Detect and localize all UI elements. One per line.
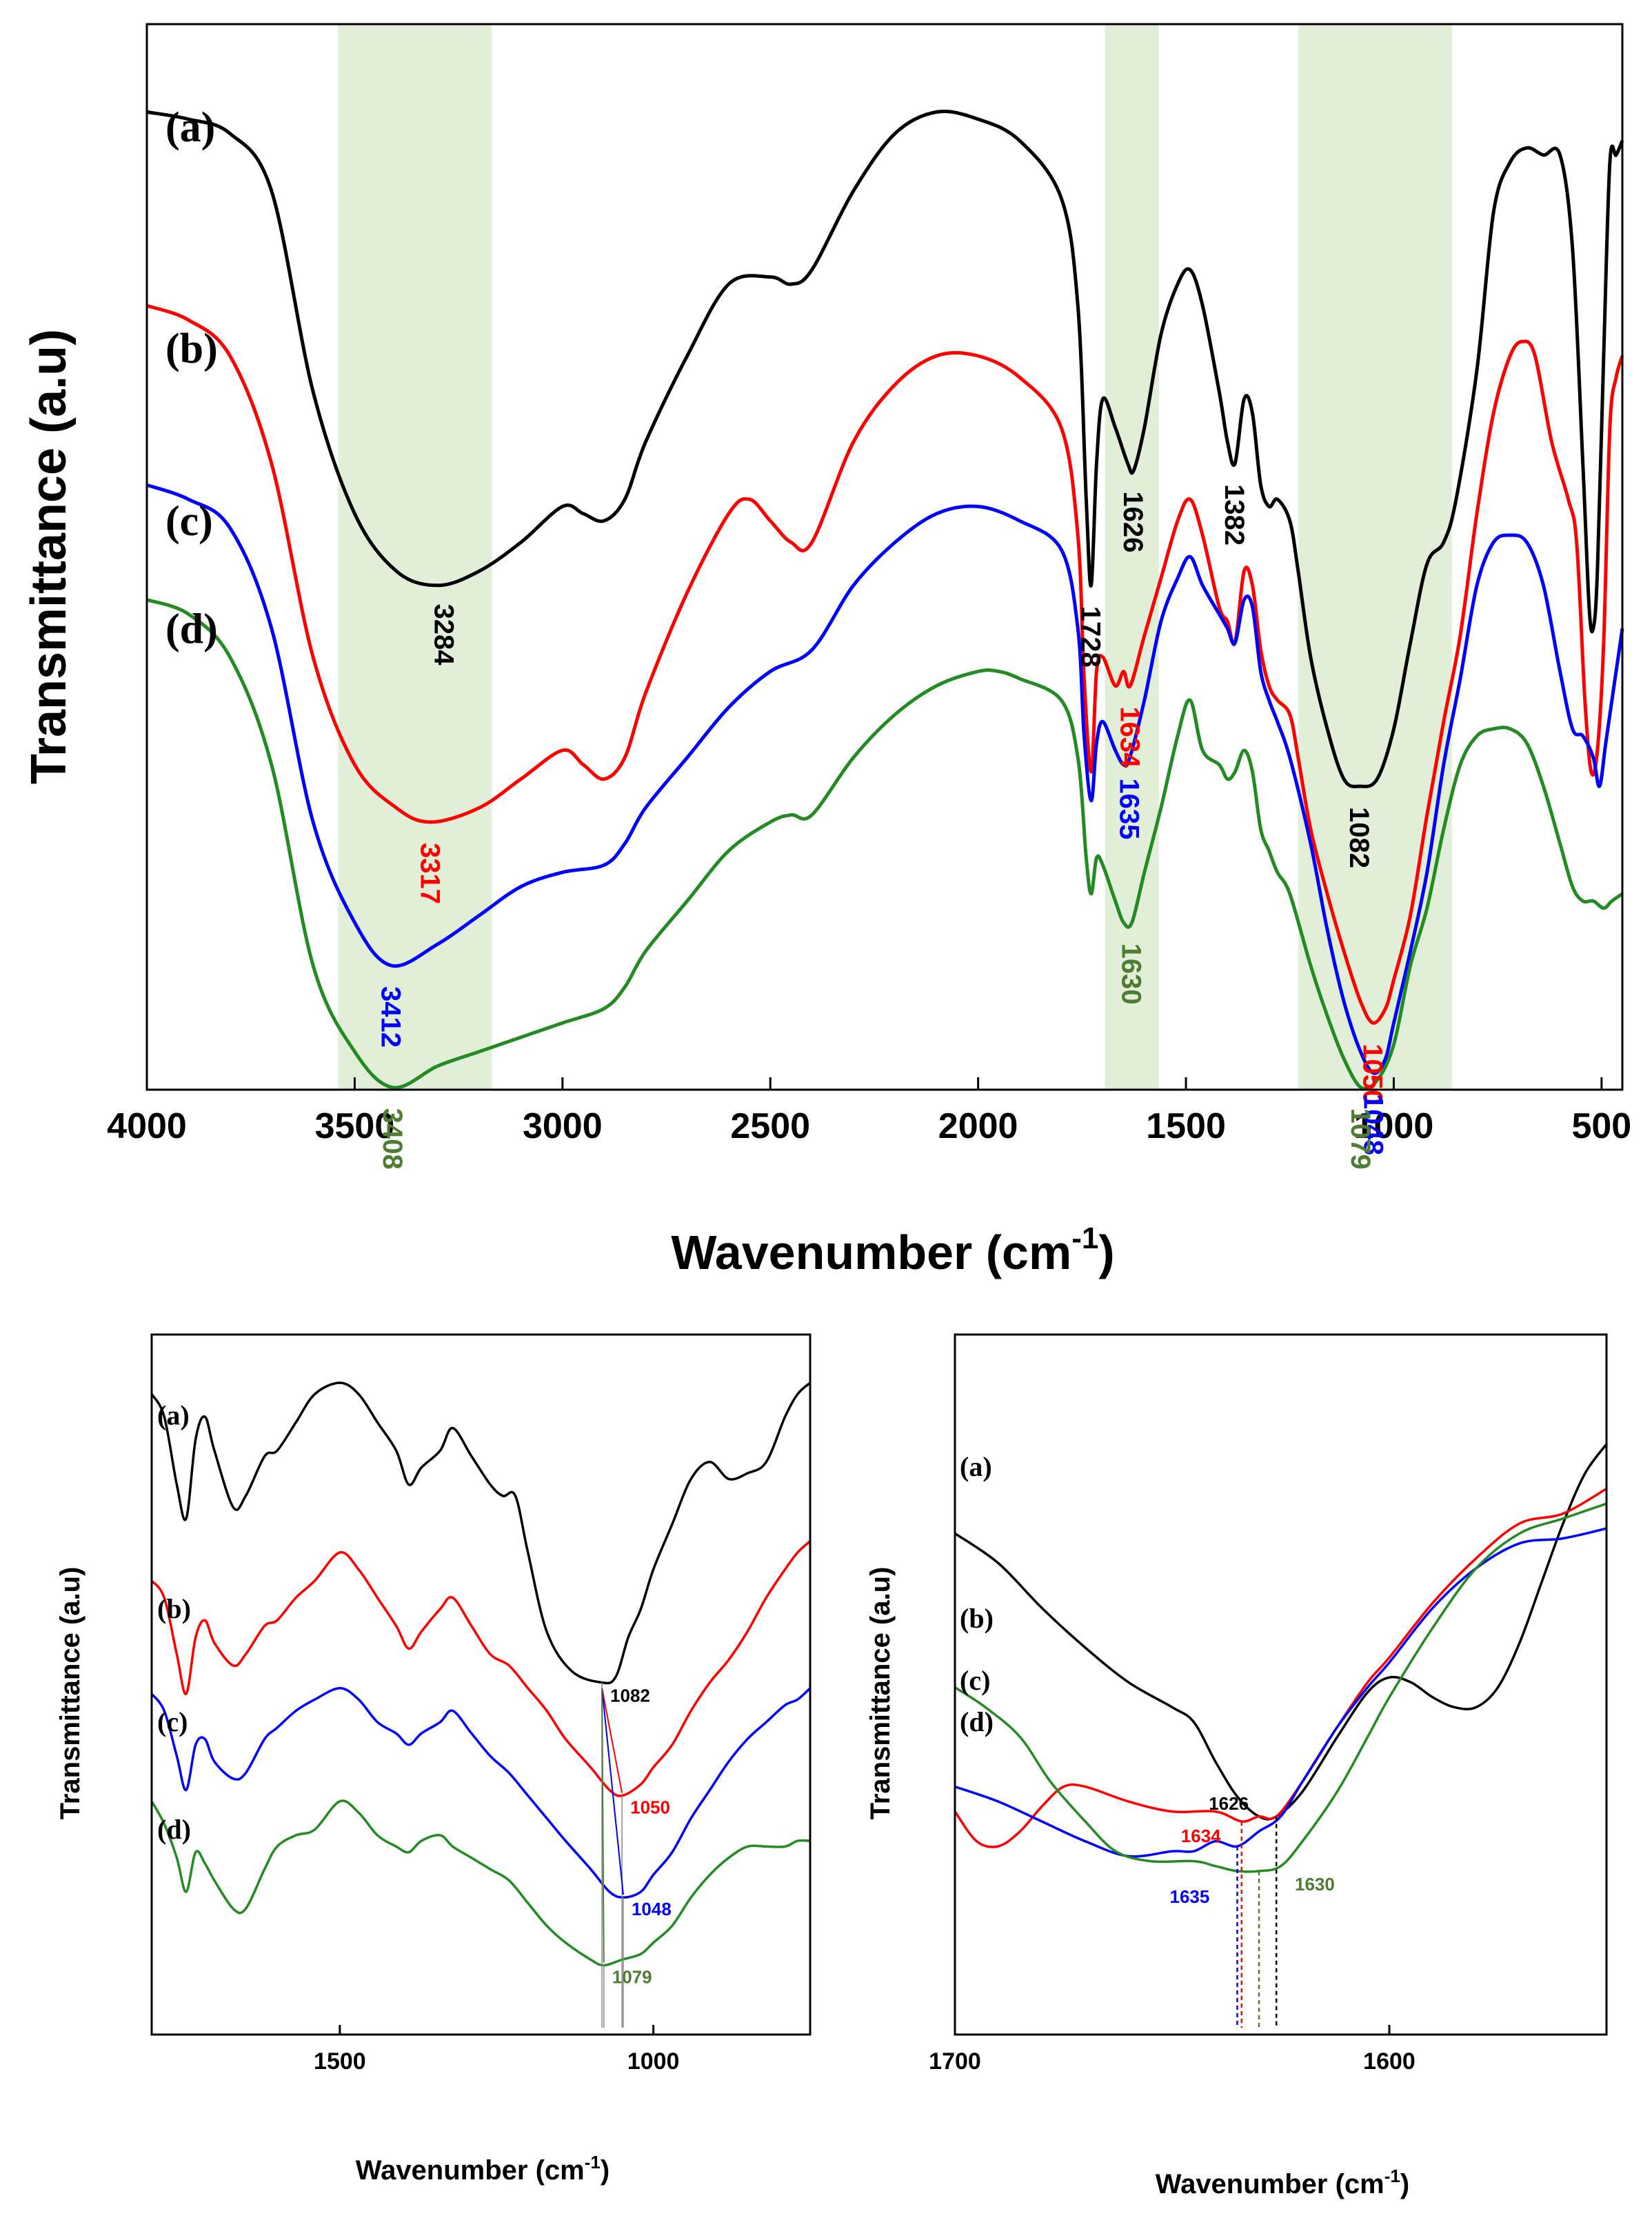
- x-tick-label-1700: 1700: [929, 2048, 981, 2075]
- peak-label-1048: 1048: [632, 1899, 672, 1919]
- series-line-d: [150, 1799, 811, 1967]
- zoom-right-x-axis-label: Wavenumber (cm-1): [1156, 2166, 1409, 2199]
- series-label-b: (b): [960, 1603, 994, 1634]
- shift-arrow-1048: [601, 1688, 624, 1895]
- shift-arrow-1050: [601, 1688, 623, 1793]
- series-line-d: [146, 598, 1624, 1091]
- peak-label-1728: 1728: [1076, 606, 1106, 668]
- zoom-right-panel: 1700 1600 (a) (b) (c) (d) 1626 1634 1635 1630 T…: [865, 1333, 1608, 2199]
- peak-label-1634: 1634: [1181, 1826, 1221, 1846]
- main-ftir-panel: 4000 3500 3000 2500 2000 1500 1000 500 (a) (b) (c…: [21, 23, 1631, 1279]
- zoom-left-panel: 1500 1000 (a) (b) (c) (d) 1082 1050 1048 1079 T…: [55, 1333, 812, 2186]
- series-label-c: (c): [960, 1665, 990, 1696]
- series-label-d: (d): [960, 1706, 994, 1737]
- main-x-axis-label: Wavenumber (cm-1): [671, 1221, 1114, 1279]
- x-tick-label-1000: 1000: [627, 2048, 680, 2075]
- main-y-axis-label: Transmittance (a.u): [21, 329, 77, 784]
- zoom-right-peak-labels: 1626 1634 1635 1630: [1170, 1793, 1335, 2028]
- peak-label-1050: 1050: [630, 1797, 670, 1818]
- x-tick-label-2000: 2000: [938, 1106, 1018, 1146]
- series-label-d: (d): [157, 1814, 191, 1845]
- zoom-left-y-axis-label: Transmittance (a.u): [55, 1567, 85, 1820]
- peak-label-3284: 3284: [429, 603, 459, 666]
- zoom-left-x-axis-label: Wavenumber (cm-1): [356, 2152, 610, 2186]
- shift-arrow-1079: [601, 1688, 605, 1963]
- zoom-right-x-ticks: 1700 1600: [929, 2025, 1416, 2075]
- zoom-right-series-labels: (a) (b) (c) (d): [960, 1451, 994, 1737]
- zoom-left-plot-frame: [150, 1333, 812, 2036]
- peak-label-1079: 1079: [612, 1967, 652, 1988]
- x-tick-label-2500: 2500: [730, 1106, 810, 1146]
- series-line-a: [954, 1443, 1608, 1821]
- series-label-a: (a): [165, 104, 215, 151]
- peak-label-1630: 1630: [1116, 943, 1147, 1005]
- main-plot-frame: [145, 23, 1624, 1091]
- series-line-c: [954, 1527, 1607, 1858]
- series-line-c: [150, 1687, 812, 1899]
- peak-label-1048: 1048: [1358, 1094, 1389, 1155]
- peak-label-1382: 1382: [1219, 484, 1249, 546]
- peak-label-1634: 1634: [1114, 706, 1145, 768]
- series-line-d: [954, 1502, 1607, 1873]
- main-highlight-bands: [338, 24, 1452, 1090]
- peak-label-3412: 3412: [375, 986, 405, 1048]
- zoom-left-series-labels: (a) (b) (c) (d): [157, 1399, 191, 1844]
- series-line-b: [954, 1488, 1607, 1848]
- main-series-labels: (a) (b) (c) (d): [165, 104, 218, 652]
- peak-label-3317: 3317: [415, 843, 445, 904]
- series-line-a: [146, 110, 1624, 788]
- series-label-c: (c): [165, 498, 213, 545]
- x-tick-label-3500: 3500: [315, 1106, 395, 1146]
- main-peak-annotations: 3284 1728 1626 1382 1082 3317 1634 1050 3412 1635…: [375, 484, 1388, 1170]
- series-label-d: (d): [165, 606, 218, 652]
- peak-label-1626: 1626: [1118, 491, 1148, 552]
- peak-label-1630: 1630: [1295, 1874, 1335, 1895]
- peak-label-1635: 1635: [1114, 778, 1145, 839]
- peak-label-1082: 1082: [1344, 807, 1374, 868]
- series-label-b: (b): [165, 326, 218, 372]
- x-tick-label-1000: 1000: [1354, 1106, 1434, 1146]
- main-series-group: [146, 110, 1624, 1091]
- series-label-c: (c): [157, 1706, 188, 1737]
- zoom-left-series-group: [150, 1381, 812, 1967]
- series-line-b: [146, 303, 1624, 1025]
- series-label-a: (a): [157, 1399, 190, 1430]
- main-x-ticks: 4000 3500 3000 2500 2000 1500 1000 500: [107, 1077, 1631, 1146]
- series-line-c: [146, 483, 1624, 1075]
- highlight-band-2: [1105, 24, 1159, 1090]
- zoom-right-y-axis-label: Transmittance (a.u): [865, 1567, 896, 1820]
- x-tick-label-1500: 1500: [1146, 1106, 1226, 1146]
- peak-label-3408: 3408: [377, 1108, 407, 1170]
- peak-label-1626: 1626: [1209, 1793, 1249, 1814]
- x-tick-label-1600: 1600: [1363, 2048, 1416, 2075]
- peak-label-1635: 1635: [1170, 1886, 1210, 1907]
- series-line-b: [150, 1540, 812, 1797]
- zoom-left-x-ticks: 1500 1000: [314, 2025, 679, 2075]
- highlight-band-1: [338, 24, 492, 1090]
- zoom-right-plot-frame: [954, 1333, 1608, 2036]
- peak-label-1050: 1050: [1357, 1043, 1387, 1105]
- series-line-a: [150, 1381, 812, 1685]
- x-tick-label-3000: 3000: [523, 1106, 603, 1146]
- peak-label-1082: 1082: [610, 1686, 650, 1706]
- peak-label-1079: 1079: [1345, 1108, 1376, 1170]
- series-label-b: (b): [157, 1593, 191, 1624]
- x-tick-label-4000: 4000: [107, 1106, 187, 1146]
- x-tick-label-1500: 1500: [314, 2048, 366, 2075]
- series-label-a: (a): [960, 1451, 992, 1482]
- zoom-left-peak-labels: 1082 1050 1048 1079: [601, 1682, 672, 2028]
- zoom-right-series-group: [954, 1443, 1608, 1873]
- x-tick-label-500: 500: [1571, 1106, 1631, 1146]
